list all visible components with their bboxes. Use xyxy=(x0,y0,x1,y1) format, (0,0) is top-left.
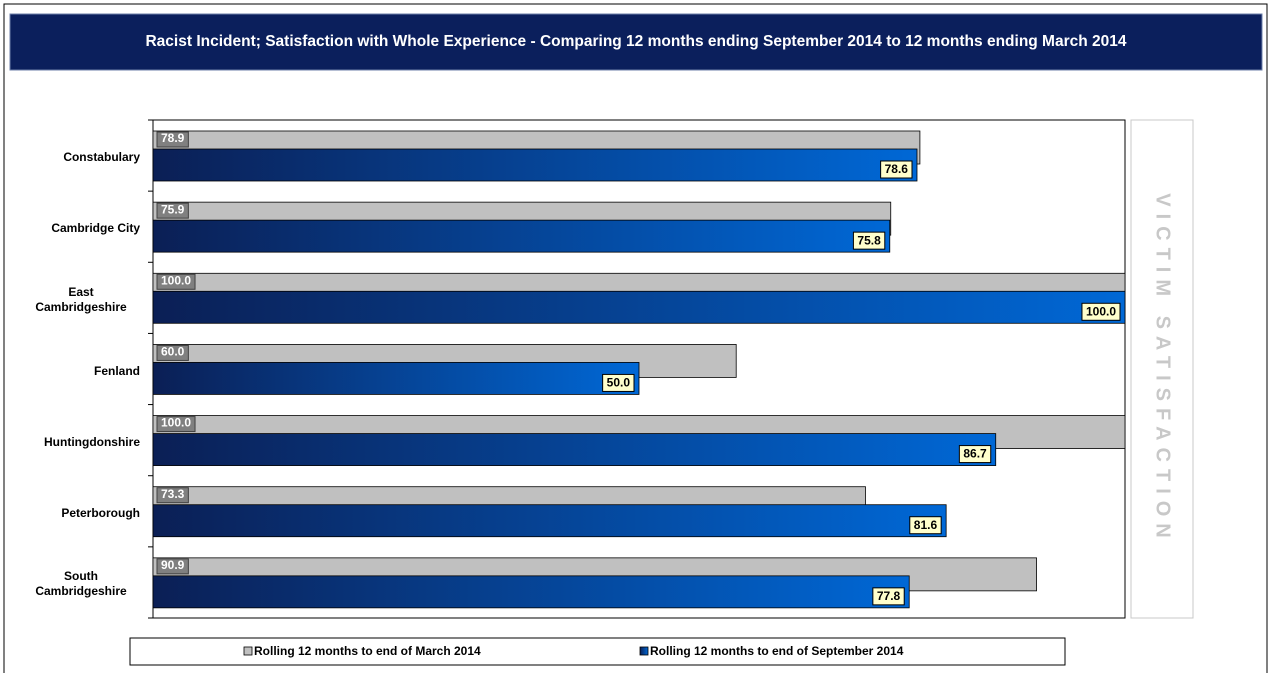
bar xyxy=(152,575,910,609)
legend-marker xyxy=(243,646,253,656)
category-label: Cambridge City xyxy=(6,221,140,236)
side-panel xyxy=(1130,119,1194,619)
category-label: East Cambridgeshire xyxy=(6,285,140,315)
data-label-box xyxy=(156,344,189,361)
data-label: 81.6 xyxy=(914,518,938,532)
bar xyxy=(152,504,947,538)
bar xyxy=(152,290,1126,324)
category-label: South Cambridgeshire xyxy=(6,569,140,599)
category-label: Huntingdonshire xyxy=(6,435,140,450)
legend-marker xyxy=(639,646,649,656)
category-label: Constabulary xyxy=(6,150,140,165)
data-label: 78.9 xyxy=(161,131,185,145)
bar xyxy=(152,433,997,466)
data-label-box xyxy=(156,131,189,148)
data-label: 75.8 xyxy=(857,233,881,247)
data-label-box xyxy=(852,231,886,250)
bar xyxy=(152,148,918,182)
data-label-box xyxy=(872,587,905,606)
data-label-box xyxy=(1081,302,1121,321)
data-label: 90.9 xyxy=(161,558,185,572)
category-text: South Cambridgeshire xyxy=(35,569,127,599)
category-text: East Cambridgeshire xyxy=(35,284,127,314)
bar xyxy=(152,362,640,395)
data-label: 77.8 xyxy=(877,589,901,603)
side-label: VICTIM SATISFACTION xyxy=(1152,193,1174,545)
data-label-box xyxy=(602,373,635,392)
data-label: 100.0 xyxy=(161,273,191,287)
data-label-box xyxy=(156,558,189,575)
data-label-box xyxy=(880,160,913,179)
data-label-box xyxy=(958,445,992,464)
data-label: 75.9 xyxy=(161,202,185,216)
data-label-box xyxy=(156,416,196,433)
category-text: Huntingdonshire xyxy=(44,434,140,449)
bar xyxy=(152,219,891,253)
legend-label: Rolling 12 months to end of March 2014 xyxy=(254,644,481,658)
data-label: 100.0 xyxy=(1086,304,1116,318)
category-text: Cambridge City xyxy=(51,221,140,236)
title-bar xyxy=(9,13,1263,71)
outer-border xyxy=(3,3,1268,673)
data-label: 60.0 xyxy=(161,345,185,359)
legend-box xyxy=(129,637,1066,666)
category-text: Fenland xyxy=(93,363,140,378)
data-label: 73.3 xyxy=(161,487,185,501)
category-text: Peterborough xyxy=(61,505,140,520)
data-label: 100.0 xyxy=(161,416,191,430)
data-label: 86.7 xyxy=(963,447,987,461)
category-label: Fenland xyxy=(6,364,140,379)
category-label: Peterborough xyxy=(6,506,140,521)
chart-title: Racist Incident; Satisfaction with Whole… xyxy=(145,33,1126,50)
data-label: 50.0 xyxy=(607,376,631,390)
data-label: 78.6 xyxy=(885,162,909,176)
legend-label: Rolling 12 months to end of September 20… xyxy=(650,644,904,658)
data-label-box xyxy=(156,202,189,219)
category-text: Constabulary xyxy=(63,150,140,165)
data-label-box xyxy=(156,273,196,290)
data-label-box xyxy=(909,516,942,535)
data-label-box xyxy=(156,487,189,504)
